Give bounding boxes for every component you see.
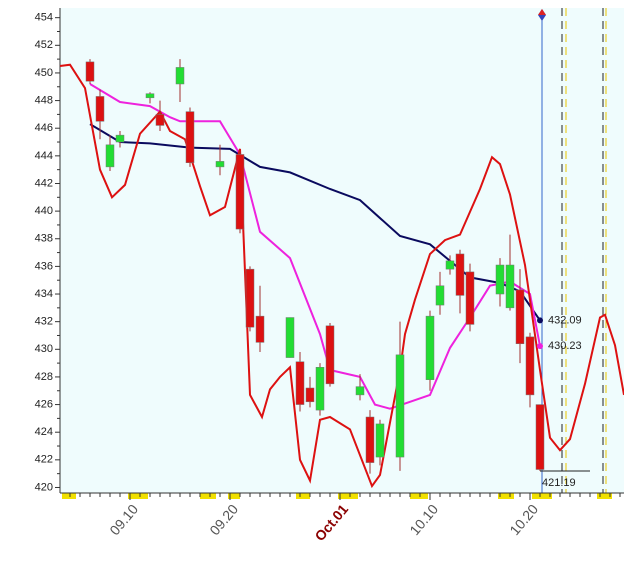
y-tick-label: 422 [35, 454, 53, 466]
week-marker [410, 493, 428, 499]
y-tick-label: 442 [35, 177, 53, 189]
y-tick-label: 426 [35, 398, 53, 410]
candle-body [435, 285, 445, 306]
candle-body [525, 336, 535, 396]
week-marker [597, 493, 612, 499]
end-dot [537, 343, 543, 350]
candle-body [365, 416, 375, 463]
candle-body [85, 61, 95, 82]
cursor-marker-top [538, 9, 546, 15]
plot-background [60, 8, 624, 493]
end-dot [537, 317, 543, 324]
y-tick-label: 452 [35, 39, 53, 51]
candle-body [155, 114, 165, 126]
week-marker [296, 493, 310, 499]
y-tick-label: 438 [35, 233, 53, 245]
candle-body [255, 315, 265, 343]
y-tick-label: 448 [35, 94, 53, 106]
y-tick-label: 450 [35, 67, 53, 79]
candle-body [95, 96, 105, 122]
low-label: 421.19 [542, 477, 576, 489]
end-label: 432.09 [548, 314, 582, 326]
candle-body [445, 260, 455, 270]
candle-body [325, 325, 335, 385]
y-tick-label: 420 [35, 481, 53, 493]
candle-body [515, 289, 525, 345]
candle-body [495, 264, 505, 295]
y-tick-label: 430 [35, 343, 53, 355]
week-marker [62, 493, 76, 499]
y-tick-label: 444 [35, 150, 53, 162]
line-series [59, 63, 624, 489]
y-tick-label: 454 [35, 12, 53, 24]
candle-body [375, 423, 385, 458]
week-marker [228, 493, 240, 499]
candle-body [395, 354, 405, 458]
candle-body [295, 361, 305, 405]
candle-body [455, 253, 465, 296]
x-tick-label: Oct.01 [311, 501, 351, 544]
week-marker [498, 493, 514, 499]
line-series [89, 123, 541, 321]
y-tick-label: 446 [35, 122, 53, 134]
x-tick-label: 10.10 [406, 501, 441, 538]
week-marker [532, 493, 552, 499]
candle-body [355, 386, 365, 396]
y-tick-label: 440 [35, 205, 53, 217]
candle-body [245, 268, 255, 328]
y-tick-label: 432 [35, 316, 53, 328]
y-tick-label: 436 [35, 260, 53, 272]
candle-body [175, 67, 185, 85]
x-tick-label: 10.20 [506, 501, 541, 538]
week-marker [128, 493, 148, 499]
candle-body [215, 161, 225, 168]
candle-body [235, 154, 245, 230]
candle-body [535, 404, 545, 470]
candle-body [105, 144, 115, 168]
candle-body [285, 317, 295, 358]
candle-body [425, 315, 435, 380]
week-marker [200, 493, 216, 499]
candle-body [185, 111, 195, 164]
candle-body [315, 367, 325, 411]
x-tick-label: 09.20 [206, 501, 241, 538]
week-marker [338, 493, 358, 499]
y-tick-label: 424 [35, 426, 53, 438]
candle-body [465, 271, 475, 325]
candle-body [305, 387, 315, 403]
candle-body [145, 93, 155, 99]
x-tick-label: 09.10 [106, 501, 141, 538]
y-tick-label: 428 [35, 371, 53, 383]
x-axis-markers [62, 493, 612, 499]
candle-body [115, 134, 125, 143]
end-label: 430.23 [548, 340, 582, 352]
y-tick-label: 434 [35, 288, 53, 300]
candle-body [505, 264, 515, 309]
